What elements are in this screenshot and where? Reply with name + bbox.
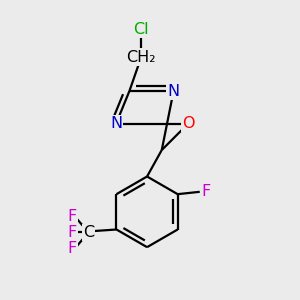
Text: F: F <box>201 184 210 199</box>
Text: N: N <box>110 116 122 131</box>
Text: N: N <box>167 84 180 99</box>
Text: F: F <box>68 209 77 224</box>
Text: F: F <box>68 241 77 256</box>
Text: Cl: Cl <box>134 22 149 37</box>
Text: F: F <box>68 225 77 240</box>
Text: O: O <box>182 116 194 131</box>
Text: C: C <box>83 225 94 240</box>
Text: CH₂: CH₂ <box>126 50 156 65</box>
